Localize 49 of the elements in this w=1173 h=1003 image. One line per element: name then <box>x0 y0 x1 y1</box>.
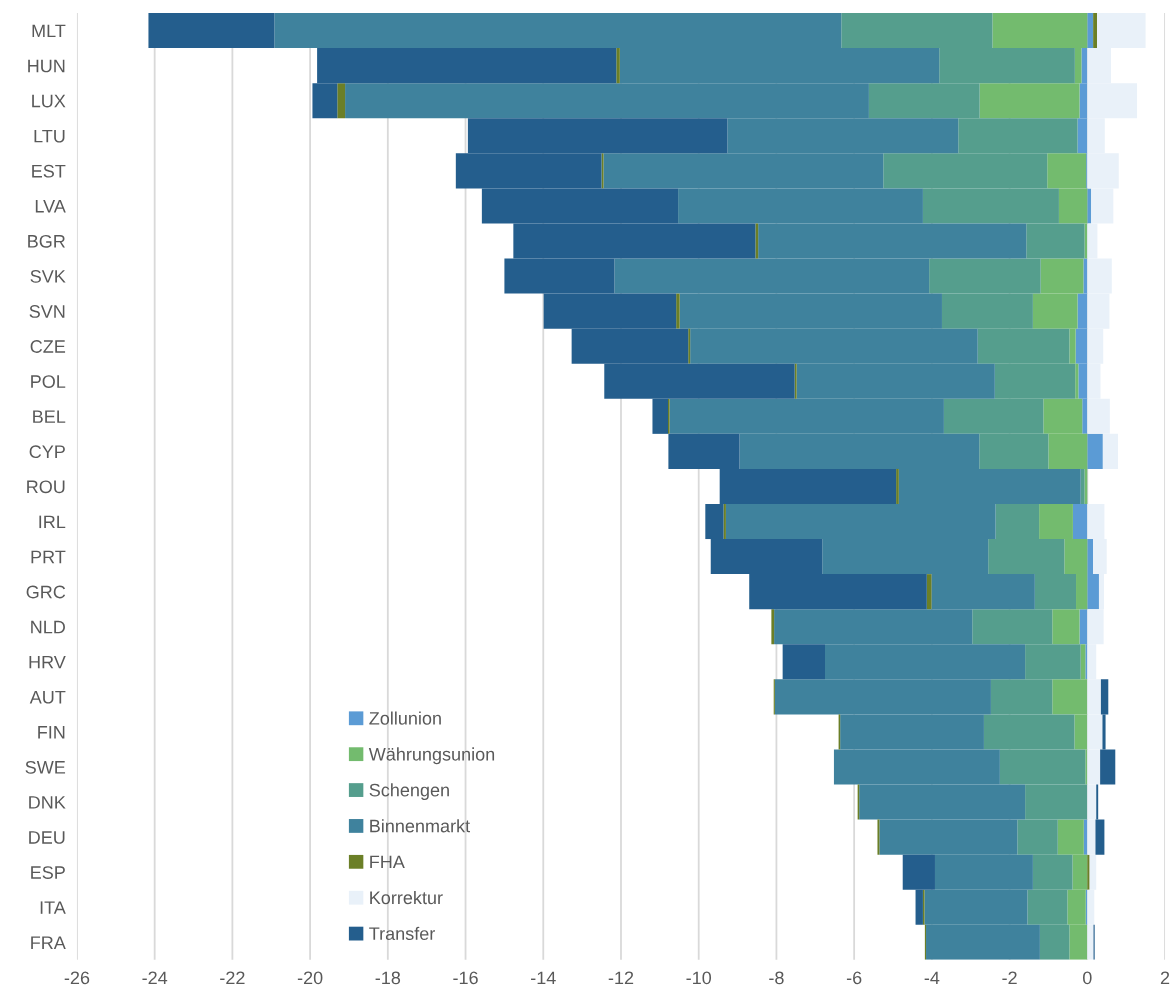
legend-label: FHA <box>370 855 405 869</box>
legend-label: Schengen <box>369 783 449 801</box>
y-tick-label: LTU <box>34 129 65 143</box>
x-tick-label: -10 <box>686 971 712 985</box>
y-tick-label: DNK <box>29 796 66 809</box>
y-tick-label: EST <box>32 164 66 178</box>
y-tick-label: CZE <box>30 340 66 353</box>
y-tick-label: SWE <box>25 760 66 774</box>
x-tick-label: -12 <box>608 971 634 985</box>
y-tick-label: ITA <box>40 901 66 914</box>
legend-label: Zollunion <box>369 711 441 725</box>
x-tick-label: -18 <box>375 971 401 985</box>
y-tick-label: MLT <box>32 24 66 38</box>
x-tick-label: -24 <box>142 971 168 985</box>
y-tick-label: BEL <box>33 410 66 423</box>
y-tick-label: SVK <box>30 269 66 283</box>
y-tick-label: GRC <box>26 585 66 599</box>
x-tick-label: -8 <box>769 971 784 985</box>
y-tick-label: FIN <box>38 726 65 739</box>
x-tick-label: -16 <box>453 971 478 985</box>
x-tick-label: 0 <box>1082 971 1092 985</box>
y-tick-label: AUT <box>29 690 66 704</box>
y-tick-label: POL <box>31 375 66 388</box>
x-tick-label: -4 <box>924 971 940 985</box>
y-tick-label: FRA <box>31 936 66 949</box>
y-tick-label: IRL <box>39 515 66 529</box>
legend-label: Binnenmarkt <box>370 819 470 833</box>
legend-label: Transfer <box>369 926 435 941</box>
y-tick-label: LUX <box>32 94 66 108</box>
y-tick-label: PRT <box>31 550 66 564</box>
x-tick-label: -22 <box>220 971 245 985</box>
y-tick-label: LVA <box>35 200 66 213</box>
legend-label: Währungsunion <box>368 747 495 765</box>
y-tick-label: ESP <box>31 866 65 879</box>
x-tick-label: -14 <box>531 971 556 985</box>
y-tick-label: BGR <box>28 234 65 248</box>
y-tick-label: HRV <box>29 655 66 669</box>
y-tick-label: ROU <box>27 480 65 494</box>
legend-label: Korrektur <box>370 890 443 905</box>
y-tick-label: HUN <box>28 59 65 73</box>
y-tick-label: NLD <box>31 620 65 634</box>
y-tick-label: DEU <box>29 831 65 844</box>
x-tick-label: 2 <box>1160 971 1170 985</box>
x-tick-label: -2 <box>1002 971 1017 985</box>
x-tick-label: -6 <box>846 971 862 985</box>
x-tick-label: -20 <box>297 971 323 985</box>
x-tick-label: -26 <box>64 971 90 985</box>
y-tick-label: CYP <box>29 445 65 459</box>
y-tick-label: SVN <box>29 305 65 318</box>
